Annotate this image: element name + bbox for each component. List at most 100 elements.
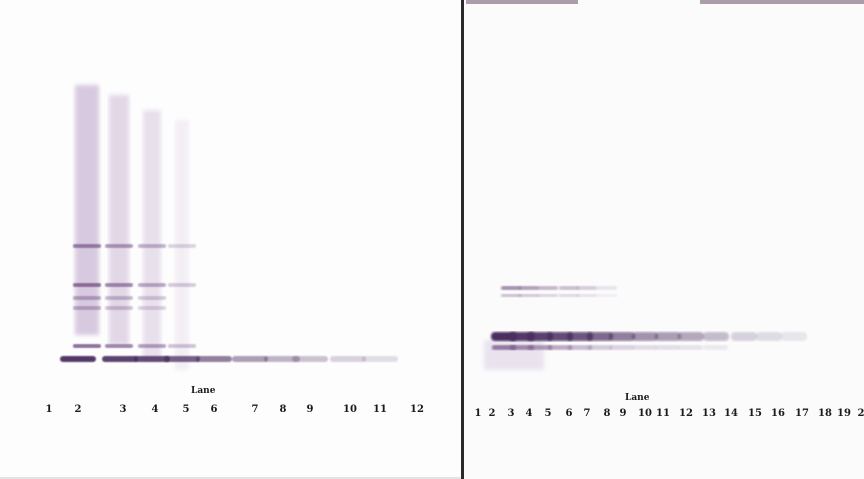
lane-number: 16 <box>771 408 785 419</box>
lane-number: 11 <box>656 408 670 419</box>
lane-number: 11 <box>373 404 387 415</box>
protein-band <box>610 345 634 350</box>
lane-number: 8 <box>279 404 287 415</box>
protein-band <box>105 306 133 310</box>
right-blot-panel: Lane 1 2 3 4 5 6 7 8 9 10 11 12 13 14 15 16 17 18 19 2 <box>464 0 864 479</box>
lane-number: 5 <box>544 408 552 419</box>
protein-band <box>704 345 728 350</box>
lane-number: 6 <box>565 408 573 419</box>
protein-band <box>168 344 196 348</box>
film-edge <box>700 0 864 4</box>
protein-band <box>73 283 101 287</box>
protein-band <box>73 344 101 348</box>
protein-band <box>577 294 597 297</box>
protein-band <box>138 296 166 300</box>
protein-band <box>519 294 539 297</box>
lane-number: 13 <box>702 408 716 419</box>
protein-band <box>655 332 681 341</box>
left-blot-panel: Lane 1 2 3 4 5 6 7 8 9 10 11 12 <box>0 85 461 479</box>
protein-band <box>703 332 729 341</box>
lane-number: 14 <box>724 408 738 419</box>
lane-number: 6 <box>210 404 218 415</box>
protein-band <box>105 344 133 348</box>
protein-band <box>73 244 101 248</box>
lane-number: 17 <box>795 408 809 419</box>
lane-number: 2 <box>488 408 496 419</box>
lane-number: 1 <box>45 404 53 415</box>
protein-band <box>138 344 166 348</box>
lane-number: 9 <box>619 408 627 419</box>
protein-band <box>756 332 782 341</box>
protein-band <box>292 356 328 362</box>
protein-band <box>597 294 617 297</box>
lane-number: 15 <box>748 408 762 419</box>
smear-lane <box>143 110 161 360</box>
protein-band <box>633 345 657 350</box>
protein-band <box>679 345 703 350</box>
lane-number: 3 <box>507 408 515 419</box>
protein-band <box>559 294 579 297</box>
lane-number: 4 <box>151 404 159 415</box>
lane-caption: Lane <box>191 386 216 396</box>
left-blot-image <box>0 85 461 479</box>
protein-band <box>168 244 196 248</box>
protein-band <box>510 345 534 350</box>
protein-band <box>568 345 592 350</box>
lane-number: 7 <box>583 408 591 419</box>
protein-band <box>138 283 166 287</box>
protein-band <box>597 286 617 290</box>
lane-number: 1 <box>474 408 482 419</box>
lane-number: 19 <box>837 408 851 419</box>
protein-band <box>168 283 196 287</box>
protein-band <box>164 356 200 362</box>
protein-band <box>547 332 573 341</box>
protein-band <box>138 306 166 310</box>
protein-band <box>527 332 553 341</box>
lane-number: 12 <box>679 408 693 419</box>
protein-band <box>264 356 300 362</box>
protein-band <box>538 286 558 290</box>
lane-number: 5 <box>182 404 190 415</box>
lane-number: 18 <box>818 408 832 419</box>
lane-number: 2 <box>74 404 82 415</box>
protein-band <box>73 296 101 300</box>
protein-band <box>134 356 170 362</box>
protein-band <box>588 345 612 350</box>
protein-band <box>656 345 680 350</box>
film-edge <box>466 0 578 4</box>
protein-band <box>528 345 552 350</box>
protein-band <box>519 286 539 290</box>
background-smear <box>484 340 544 370</box>
protein-band <box>105 283 133 287</box>
smear-lane <box>75 85 99 335</box>
protein-band <box>587 332 613 341</box>
protein-band <box>678 332 704 341</box>
protein-band <box>538 294 558 297</box>
protein-band <box>501 286 521 290</box>
protein-band <box>781 332 807 341</box>
protein-band <box>105 244 133 248</box>
protein-band <box>548 345 572 350</box>
protein-band <box>609 332 635 341</box>
lane-number: 10 <box>638 408 652 419</box>
lane-number: 7 <box>251 404 259 415</box>
protein-band <box>232 356 268 362</box>
protein-band <box>632 332 658 341</box>
protein-band <box>362 356 398 362</box>
protein-band <box>196 356 232 362</box>
protein-band <box>567 332 593 341</box>
lane-number: 3 <box>119 404 127 415</box>
protein-band <box>559 286 579 290</box>
protein-band <box>577 286 597 290</box>
lane-number: 8 <box>603 408 611 419</box>
lane-number: 2 <box>857 408 864 419</box>
lane-number: 4 <box>525 408 533 419</box>
protein-band <box>501 294 521 297</box>
right-blot-image <box>484 286 807 370</box>
lane-number: 10 <box>343 404 357 415</box>
smear-lane <box>109 95 129 345</box>
protein-band <box>102 356 138 362</box>
protein-band <box>73 306 101 310</box>
protein-band <box>105 296 133 300</box>
protein-band <box>330 356 366 362</box>
